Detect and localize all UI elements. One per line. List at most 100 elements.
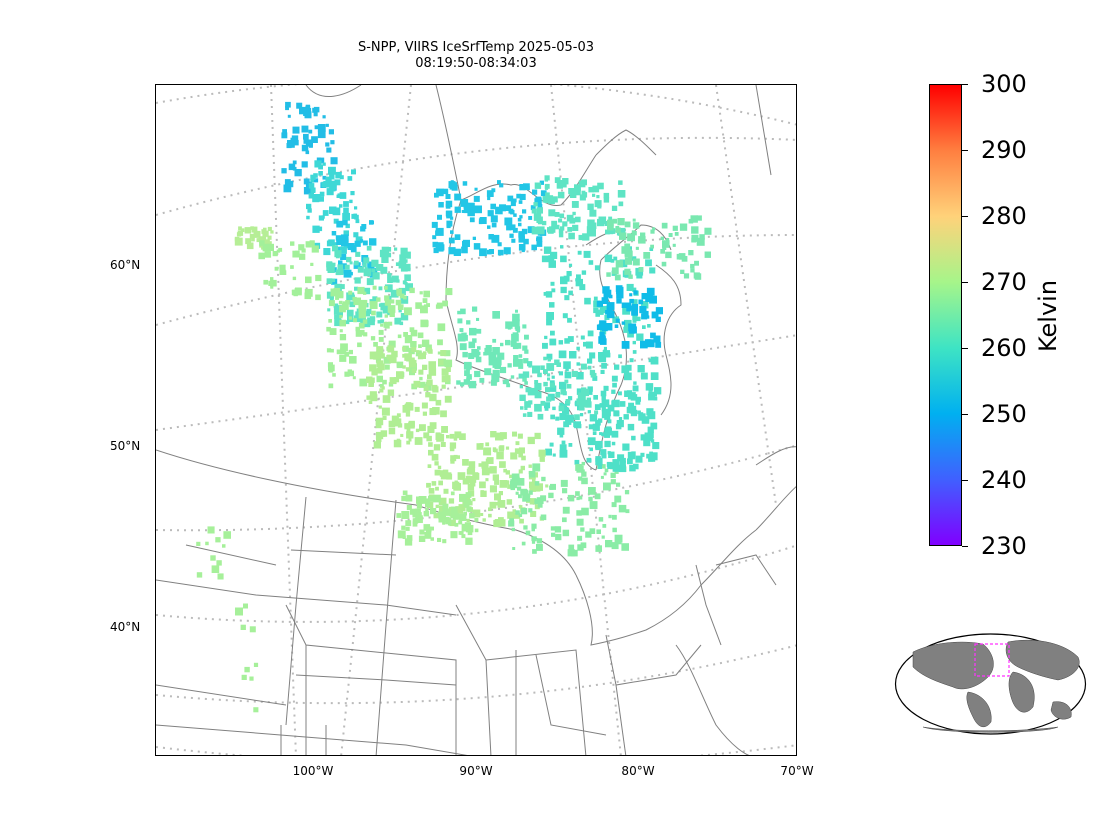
temperature-pixel	[398, 260, 407, 269]
temperature-pixel	[468, 352, 475, 359]
temperature-pixel	[479, 248, 487, 257]
temperature-pixel	[517, 486, 522, 491]
temperature-pixel	[507, 511, 515, 519]
colorbar-tick-label: 280	[981, 202, 1027, 230]
temperature-pixel	[435, 230, 441, 236]
temperature-pixel	[420, 319, 428, 328]
temperature-pixel	[563, 361, 571, 369]
temperature-pixel	[361, 224, 367, 229]
temperature-pixel	[479, 443, 484, 447]
temperature-pixel	[304, 111, 312, 119]
temperature-pixel	[638, 299, 644, 305]
temperature-pixel	[339, 354, 347, 362]
temperature-pixel	[366, 376, 373, 383]
temperature-pixel	[428, 449, 434, 456]
temperature-pixel	[404, 307, 412, 316]
temperature-pixel	[564, 338, 570, 344]
temperature-pixel	[632, 350, 637, 354]
temperature-pixel	[542, 342, 548, 349]
temperature-pixel	[499, 183, 504, 188]
temperature-pixel	[426, 379, 433, 386]
temperature-pixel	[196, 572, 203, 578]
temperature-pixel	[557, 427, 565, 435]
temperature-pixel	[211, 565, 220, 573]
temperature-pixel	[499, 461, 506, 468]
temperature-pixel	[330, 140, 335, 145]
temperature-pixel	[440, 350, 447, 357]
temperature-pixel	[391, 350, 398, 358]
temperature-pixel	[446, 223, 451, 229]
temperature-pixel	[601, 363, 607, 369]
temperature-pixel	[632, 231, 637, 236]
temperature-pixel	[562, 313, 568, 319]
temperature-pixel	[601, 453, 607, 459]
colorbar-tick-label: 260	[981, 334, 1027, 362]
temperature-pixel	[259, 240, 265, 246]
temperature-pixel	[575, 491, 580, 496]
temperature-pixel	[411, 347, 417, 352]
temperature-pixel	[644, 339, 652, 346]
temperature-pixel	[431, 221, 438, 228]
temperature-pixel	[547, 358, 551, 362]
temperature-pixel	[616, 482, 621, 487]
temperature-pixel	[390, 289, 399, 298]
temperature-pixel	[524, 349, 529, 354]
temperature-pixel	[313, 194, 321, 202]
temperature-pixel	[431, 384, 438, 391]
temperature-pixel	[587, 386, 593, 392]
temperature-pixel	[655, 307, 663, 315]
temperature-pixel	[628, 274, 633, 279]
temperature-pixel	[586, 401, 591, 406]
temperature-pixel	[318, 171, 323, 176]
temperature-pixel	[400, 296, 409, 304]
temperature-pixel	[453, 483, 459, 490]
temperature-pixel	[588, 390, 593, 395]
temperature-pixel	[616, 420, 624, 428]
temperature-pixel	[546, 312, 554, 320]
temperature-pixel	[317, 130, 326, 139]
temperature-pixel	[461, 523, 470, 532]
temperature-pixel	[500, 342, 504, 347]
temperature-pixel	[549, 338, 557, 346]
temperature-pixel	[333, 307, 342, 315]
temperature-pixel	[427, 464, 432, 468]
temperature-pixel	[457, 333, 466, 342]
temperature-pixel	[445, 288, 453, 296]
temperature-pixel	[423, 386, 429, 392]
temperature-pixel	[524, 406, 528, 410]
temperature-pixel	[440, 442, 446, 447]
temperature-pixel	[343, 269, 352, 278]
temperature-pixel	[647, 426, 654, 433]
temperature-pixel	[607, 462, 614, 469]
temperature-pixel	[544, 406, 549, 411]
temperature-pixel	[640, 232, 646, 238]
temperature-pixel	[601, 535, 605, 539]
temperature-pixel	[251, 237, 255, 242]
temperature-pixel	[287, 114, 291, 118]
temperature-pixel	[365, 267, 369, 271]
temperature-pixel	[446, 213, 451, 219]
temperature-pixel	[294, 288, 302, 296]
temperature-pixel	[419, 352, 426, 359]
temperature-pixel	[360, 239, 364, 243]
temperature-pixel	[627, 330, 634, 338]
temperature-pixel	[575, 278, 583, 287]
temperature-pixel	[486, 457, 494, 464]
temperature-pixel	[408, 422, 415, 429]
temperature-pixel	[549, 302, 555, 308]
temperature-pixel	[450, 506, 458, 514]
temperature-pixel	[693, 272, 700, 279]
temperature-pixel	[636, 272, 643, 279]
temperature-pixel	[444, 350, 451, 357]
temperature-pixel	[599, 403, 604, 408]
temperature-pixel	[507, 195, 514, 202]
temperature-pixel	[532, 189, 538, 195]
temperature-pixel	[316, 157, 322, 162]
temperature-pixel	[596, 300, 603, 307]
temperature-pixel	[596, 195, 600, 199]
lon-label-90w: 90°W	[459, 764, 493, 778]
temperature-pixel	[305, 105, 311, 111]
temperature-pixel	[531, 536, 537, 542]
temperature-pixel	[354, 206, 358, 210]
temperature-pixel	[521, 541, 526, 546]
